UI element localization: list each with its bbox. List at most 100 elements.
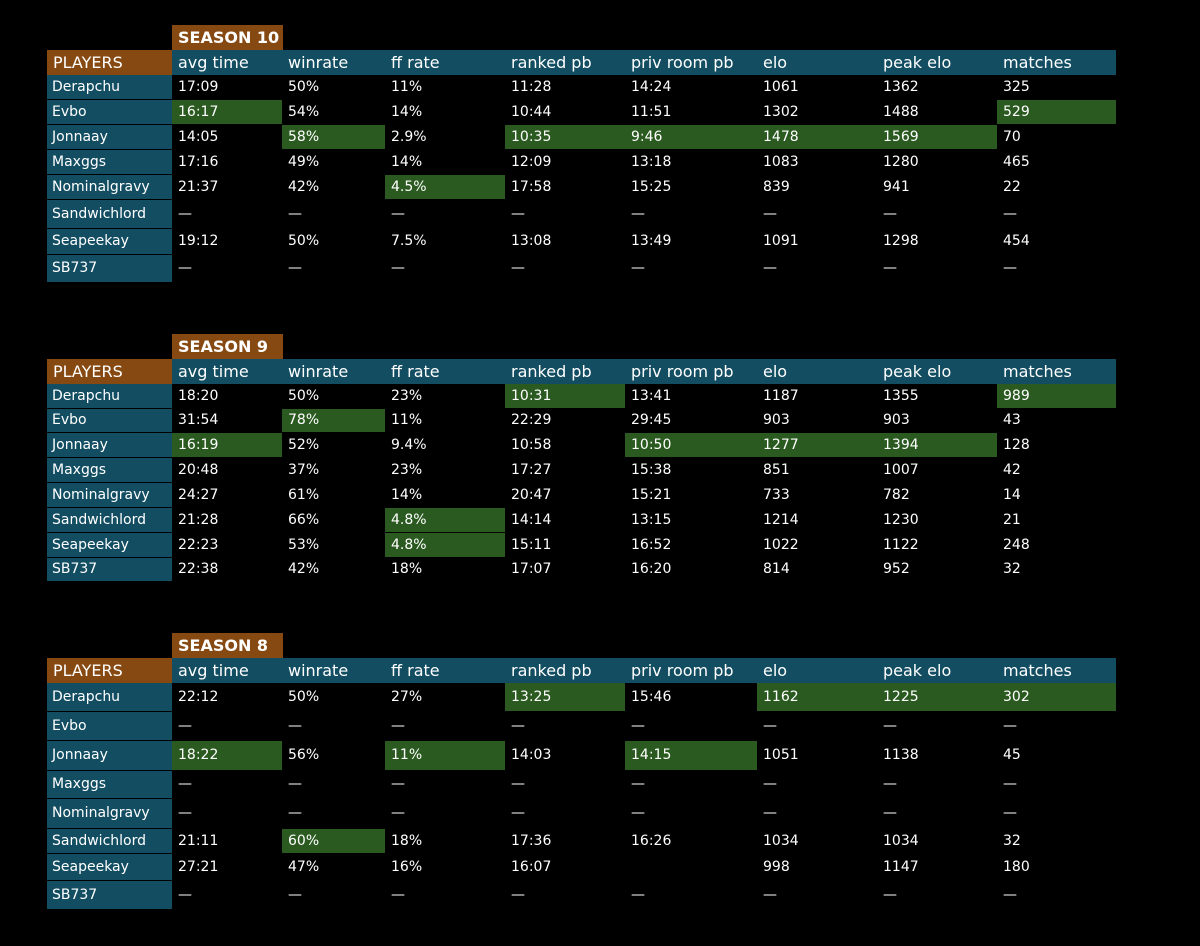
stat-cell: 10:58 (511, 437, 552, 453)
stat-cell: 22:23 (178, 537, 219, 553)
stat-cell: 15:38 (631, 462, 672, 478)
stat-cell: 1277 (757, 433, 877, 457)
column-header: avg time (172, 658, 282, 683)
stat-cell: 4.5% (385, 175, 505, 199)
stat-cell: — (391, 718, 405, 734)
stat-cell: 16:07 (511, 859, 552, 875)
column-header: peak elo (877, 50, 997, 75)
stat-cell: 1225 (877, 683, 997, 711)
stat-cell: 248 (1003, 537, 1030, 553)
stat-cell: 1007 (883, 462, 919, 478)
stat-cell: — (178, 805, 192, 821)
stat-cell: 1230 (883, 512, 919, 528)
stat-cell: — (883, 260, 897, 276)
stat-cell: 50% (288, 689, 320, 705)
stat-cell: 60% (282, 829, 385, 853)
stat-cell: 1051 (763, 747, 799, 763)
stat-cell: — (178, 776, 192, 792)
stat-cell: 27:21 (178, 859, 219, 875)
stat-cell: 302 (997, 683, 1116, 711)
stat-cell: — (763, 776, 777, 792)
stat-cell: 851 (763, 462, 790, 478)
stat-cell: 11:28 (511, 79, 552, 95)
player-name: Maxggs (47, 771, 172, 799)
stat-cell: — (178, 718, 192, 734)
player-name: Seapeekay (47, 229, 172, 255)
stat-cell: 16% (391, 859, 423, 875)
player-name: Jonnaay (47, 125, 172, 150)
column-header: peak elo (877, 658, 997, 683)
stat-cell: — (391, 260, 405, 276)
player-name: Sandwichlord (47, 508, 172, 533)
stat-cell: — (631, 718, 645, 734)
column-header: ff rate (385, 359, 505, 384)
player-name: SB737 (47, 881, 172, 910)
column-header: priv room pb (625, 50, 757, 75)
stat-cell: 1187 (763, 388, 799, 404)
stat-cell: 13:41 (631, 388, 672, 404)
player-name: Jonnaay (47, 433, 172, 458)
stat-cell: — (178, 260, 192, 276)
stat-cell: 10:50 (625, 433, 757, 457)
column-header: peak elo (877, 359, 997, 384)
stat-cell: — (1003, 776, 1017, 792)
stat-cell: 1214 (763, 512, 799, 528)
stat-cell: 45 (1003, 747, 1021, 763)
stat-cell: — (631, 776, 645, 792)
stat-cell: 10:44 (511, 104, 552, 120)
stat-cell: — (631, 260, 645, 276)
stat-cell: 14:14 (511, 512, 552, 528)
stat-cell: 1122 (883, 537, 919, 553)
stat-cell: 16:52 (631, 537, 672, 553)
stat-cell: 23% (391, 462, 423, 478)
stat-cell: 18% (391, 561, 423, 577)
stat-cell: — (883, 805, 897, 821)
stat-cell: — (511, 718, 525, 734)
column-header: avg time (172, 359, 282, 384)
stat-cell: 11% (385, 741, 505, 770)
stat-cell: — (288, 206, 302, 222)
stat-cell: — (1003, 206, 1017, 222)
column-header: ff rate (385, 50, 505, 75)
stat-cell: 941 (883, 179, 910, 195)
stat-cell: — (511, 887, 525, 903)
column-header: elo (757, 50, 877, 75)
stat-cell: 22:29 (511, 412, 552, 428)
stat-cell: — (1003, 260, 1017, 276)
stat-cell: 12:09 (511, 154, 552, 170)
stat-cell: 56% (288, 747, 320, 763)
column-header: winrate (282, 658, 385, 683)
stat-cell: — (288, 805, 302, 821)
stat-cell: 9.4% (391, 437, 427, 453)
stat-cell: — (511, 776, 525, 792)
player-name: Derapchu (47, 75, 172, 100)
stat-cell: 21 (1003, 512, 1021, 528)
stat-cell: 49% (288, 154, 320, 170)
stat-cell: 952 (883, 561, 910, 577)
stat-cell: 14% (391, 104, 423, 120)
stat-cell: 13:49 (631, 233, 672, 249)
stat-cell: 1091 (763, 233, 799, 249)
column-header: matches (997, 359, 1116, 384)
stat-cell: 58% (282, 125, 385, 149)
stat-cell: 1394 (877, 433, 997, 457)
stat-cell: 43 (1003, 412, 1021, 428)
stat-cell: 11:51 (631, 104, 672, 120)
stat-cell: 16:26 (631, 833, 672, 849)
stat-cell: — (391, 776, 405, 792)
player-name: SB737 (47, 558, 172, 582)
stat-cell: — (763, 206, 777, 222)
stat-cell: 17:09 (178, 79, 219, 95)
stat-cell: — (288, 260, 302, 276)
stat-cell: 4.8% (385, 533, 505, 557)
stat-cell: 529 (997, 100, 1116, 124)
stat-cell: 53% (288, 537, 320, 553)
player-name: Derapchu (47, 384, 172, 409)
stat-cell: — (883, 206, 897, 222)
stat-cell: 9:46 (625, 125, 757, 149)
stat-cell: 32 (1003, 561, 1021, 577)
player-name: Nominalgravy (47, 799, 172, 829)
stat-cell: 454 (1003, 233, 1030, 249)
stat-cell: — (1003, 805, 1017, 821)
stat-cell: 14 (1003, 487, 1021, 503)
